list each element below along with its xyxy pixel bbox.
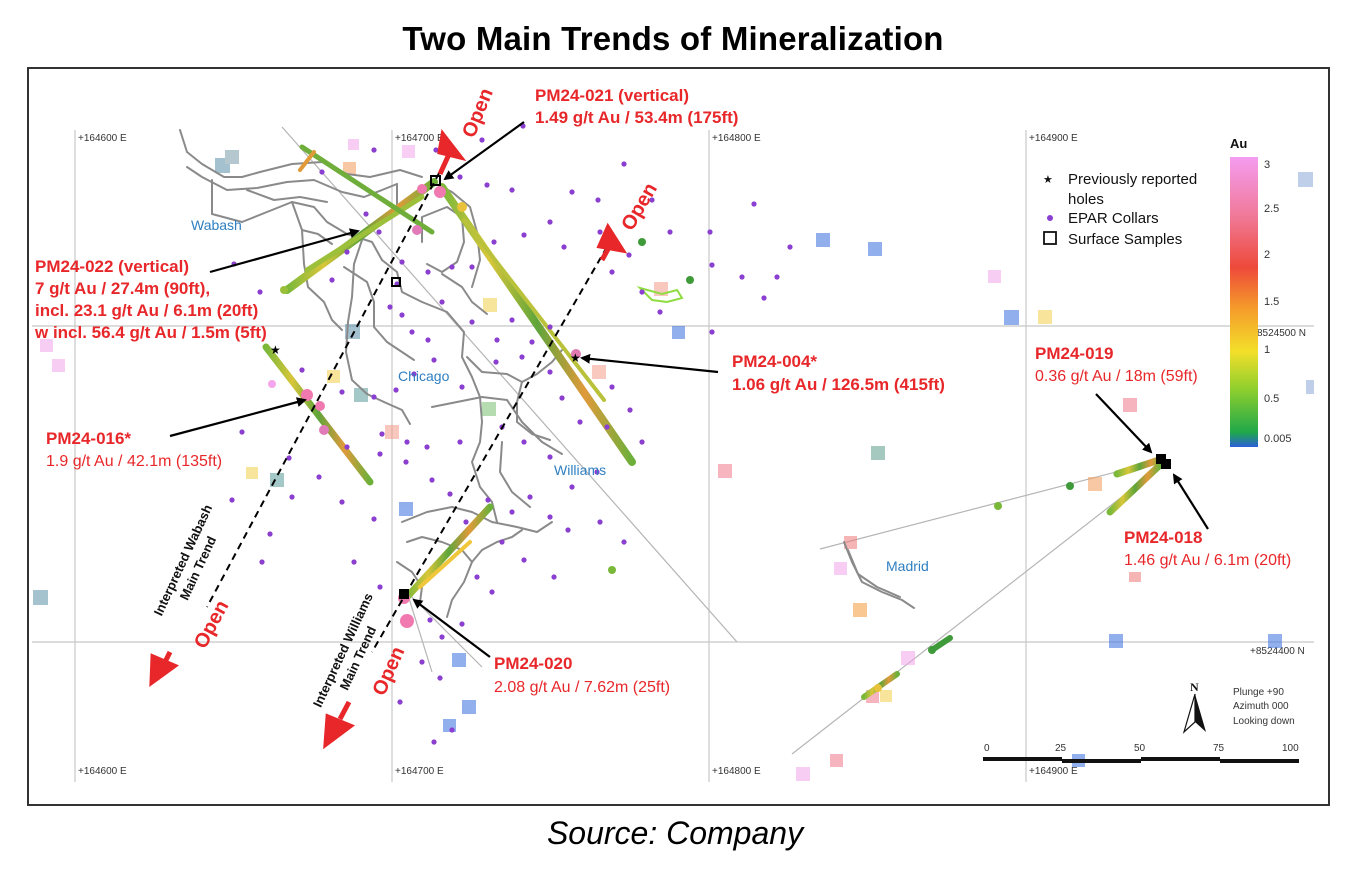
scale-label: 50 bbox=[1134, 743, 1146, 754]
place-names: Wabash Chicago Williams Madrid bbox=[191, 217, 929, 574]
callout-pm24-018: PM24-018 bbox=[1124, 528, 1202, 547]
green-outline bbox=[636, 286, 684, 304]
open-label: Open bbox=[617, 179, 662, 234]
open-label: Open bbox=[368, 643, 409, 699]
easting-label-top: +164600 E bbox=[78, 133, 127, 144]
drill-trace-mid bbox=[299, 144, 435, 235]
scale-label: 25 bbox=[1055, 743, 1067, 754]
callout-pm24-004: 1.06 g/t Au / 126.5m (415ft) bbox=[732, 375, 945, 394]
colorbar-tick: 2.5 bbox=[1264, 203, 1279, 215]
trend-lines bbox=[206, 161, 608, 653]
open-arrows bbox=[149, 128, 628, 750]
source-caption: Source: Company bbox=[546, 815, 804, 851]
scale-bar: 0 25 50 75 100 bbox=[983, 743, 1299, 763]
callout-pm24-021: PM24-021 (vertical) bbox=[535, 86, 689, 105]
map-frame: +164600 E +164700 E +164800 E +164900 E … bbox=[27, 67, 1330, 806]
legend-previously-reported-2: holes bbox=[1068, 191, 1104, 208]
callout-pm24-022: 7 g/t Au / 27.4m (90ft), bbox=[35, 279, 210, 298]
open-labels: Open Open Open Open bbox=[190, 85, 662, 699]
colorbar-tick: 3 bbox=[1264, 159, 1270, 171]
open-label: Open bbox=[190, 597, 233, 652]
colorbar-tick: 1 bbox=[1264, 344, 1270, 356]
legend-collars: EPAR Collars bbox=[1068, 210, 1159, 227]
callout-pm24-019: 0.36 g/t Au / 18m (59ft) bbox=[1035, 368, 1198, 385]
colorbar-gradient bbox=[1230, 157, 1258, 447]
legend-previously-reported: Previously reported bbox=[1068, 171, 1197, 188]
grid-labels: +164600 E +164700 E +164800 E +164900 E … bbox=[78, 133, 1306, 777]
north-arrow: N bbox=[1182, 680, 1206, 734]
callout-pm24-004: PM24-004* bbox=[732, 352, 817, 371]
page-title: Two Main Trends of Mineralization bbox=[402, 20, 944, 57]
callout-pm24-022: w incl. 56.4 g/t Au / 1.5m (5ft) bbox=[34, 323, 267, 342]
drill-trace-pm24-022 bbox=[304, 194, 425, 273]
surface-samples bbox=[33, 139, 1314, 781]
scale-label: 100 bbox=[1282, 743, 1299, 754]
place-chicago: Chicago bbox=[398, 368, 450, 384]
north-arrow-icon bbox=[1182, 693, 1196, 734]
trace-lines bbox=[281, 126, 1165, 755]
callout-pm24-020: 2.08 g/t Au / 7.62m (25ft) bbox=[494, 679, 670, 696]
scale-label: 0 bbox=[984, 743, 990, 754]
trend-labels: Interpreted Wabash Main Trend Interprete… bbox=[151, 502, 380, 709]
orientation-line: Azimuth 000 bbox=[1233, 701, 1289, 712]
easting-label-bottom: +164700 E bbox=[395, 766, 444, 777]
callout-pm24-022: incl. 23.1 g/t Au / 6.1m (20ft) bbox=[35, 301, 258, 320]
open-label: Open bbox=[458, 85, 498, 141]
svg-text:★: ★ bbox=[570, 351, 581, 365]
callout-pm24-018: 1.46 g/t Au / 6.1m (20ft) bbox=[1124, 552, 1291, 569]
northing-label: +8524400 N bbox=[1250, 646, 1305, 657]
orientation-line: Looking down bbox=[1233, 716, 1295, 727]
north-letter: N bbox=[1190, 680, 1199, 694]
scale-label: 75 bbox=[1213, 743, 1225, 754]
drill-trace-pm24-020 bbox=[403, 503, 494, 601]
callout-pm24-021: 1.49 g/t Au / 53.4m (175ft) bbox=[535, 108, 738, 127]
au-colorbar: Au 3 2.5 2 1.5 1 0.5 0.005 bbox=[1230, 136, 1292, 447]
svg-text:★: ★ bbox=[270, 343, 281, 357]
drill-trace-pm24-016 bbox=[262, 343, 374, 486]
drill-trace-pm24-019 bbox=[1113, 455, 1166, 478]
callout-pm24-019: PM24-019 bbox=[1035, 344, 1113, 363]
legend: ★ Previously reported holes EPAR Collars… bbox=[1043, 171, 1197, 248]
epar-collars bbox=[229, 123, 793, 745]
easting-label-bottom: +164900 E bbox=[1029, 766, 1078, 777]
leader-arrows bbox=[169, 121, 1209, 658]
drill-trace-pm24-004b bbox=[462, 218, 606, 402]
callout-pm24-022: PM24-022 (vertical) bbox=[35, 257, 189, 276]
place-wabash: Wabash bbox=[191, 217, 242, 233]
easting-label-top: +164900 E bbox=[1029, 133, 1078, 144]
callout-pm24-020: PM24-020 bbox=[494, 654, 572, 673]
drill-trace-pm24-020c bbox=[298, 150, 316, 172]
callouts: PM24-021 (vertical) 1.49 g/t Au / 53.4m … bbox=[34, 86, 1291, 696]
legend-sample-icon bbox=[1043, 231, 1057, 245]
easting-label-bottom: +164600 E bbox=[78, 766, 127, 777]
orientation-text: Plunge +90 Azimuth 000 Looking down bbox=[1233, 687, 1295, 727]
legend-samples: Surface Samples bbox=[1068, 231, 1182, 248]
drill-trace-pm24-018 bbox=[1106, 461, 1164, 516]
place-madrid: Madrid bbox=[886, 558, 929, 574]
drill-holes bbox=[262, 144, 1166, 700]
drill-trace-pm24-020b bbox=[418, 540, 472, 589]
northing-label: 8524500 N bbox=[1257, 328, 1306, 339]
place-williams: Williams bbox=[554, 462, 606, 478]
easting-label-top: +164800 E bbox=[712, 133, 761, 144]
colorbar-tick: 2 bbox=[1264, 249, 1270, 261]
map-canvas: +164600 E +164700 E +164800 E +164900 E … bbox=[32, 85, 1314, 782]
legend-star-icon: ★ bbox=[1043, 174, 1053, 186]
orientation-line: Plunge +90 bbox=[1233, 687, 1284, 698]
colorbar-tick: 0.005 bbox=[1264, 433, 1292, 445]
legend-collar-icon bbox=[1047, 215, 1053, 221]
previous-hole-markers: ★ ★ bbox=[270, 343, 581, 365]
easting-label-bottom: +164800 E bbox=[712, 766, 761, 777]
new-hole-collars bbox=[391, 175, 1171, 599]
colorbar-tick: 0.5 bbox=[1264, 393, 1279, 405]
easting-label-top: +164700 E bbox=[395, 133, 444, 144]
colorbar-title: Au bbox=[1230, 136, 1247, 151]
colorbar-tick: 1.5 bbox=[1264, 296, 1279, 308]
callout-pm24-016: PM24-016* bbox=[46, 429, 131, 448]
callout-pm24-016: 1.9 g/t Au / 42.1m (135ft) bbox=[46, 453, 222, 470]
